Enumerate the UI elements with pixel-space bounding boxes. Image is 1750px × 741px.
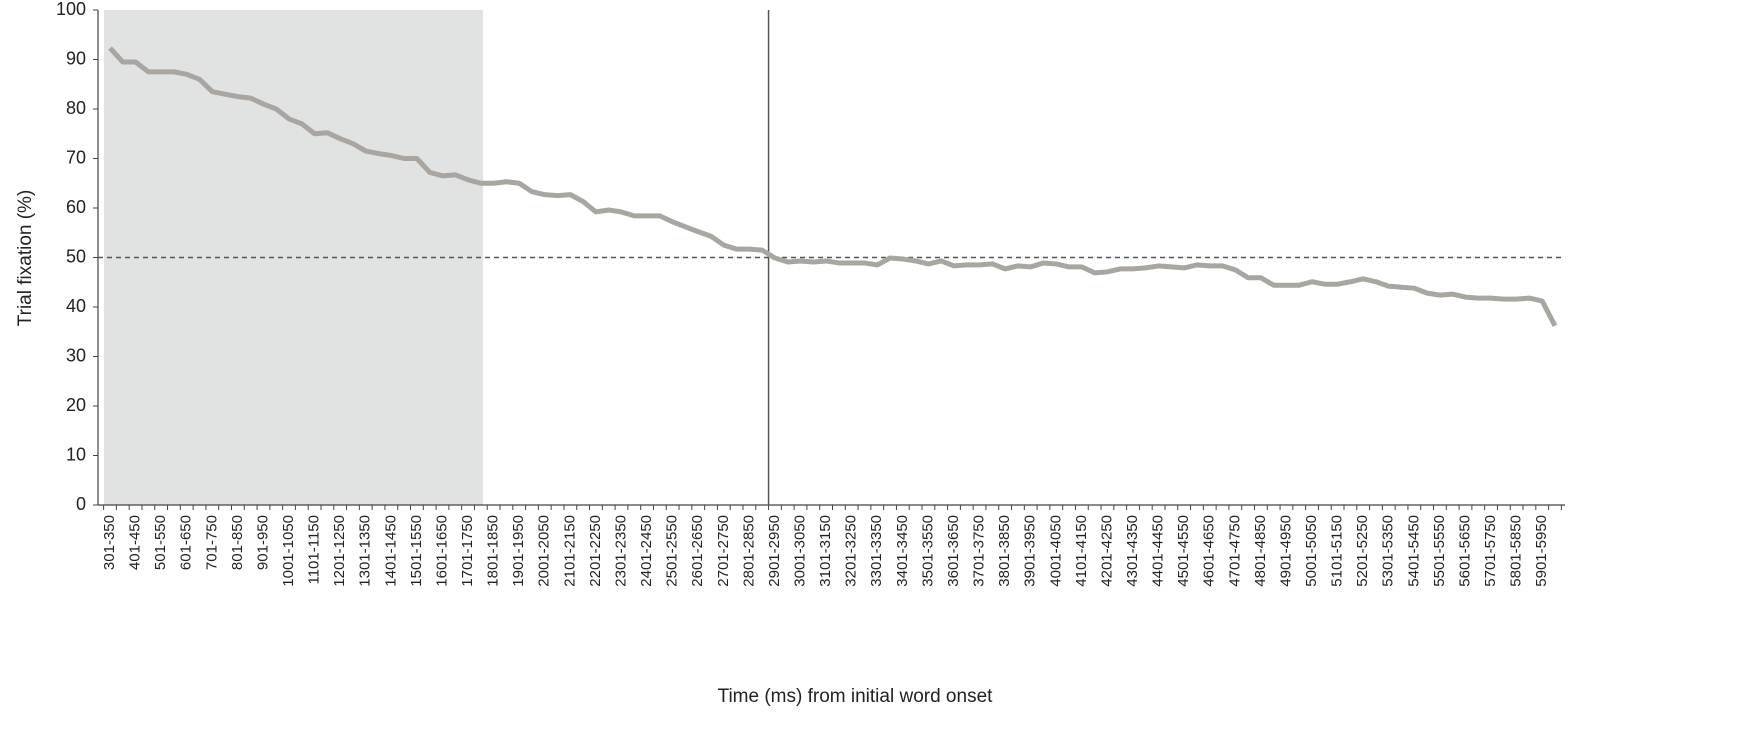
y-tick-label: 100	[56, 0, 86, 19]
x-tick-label: 4501-4550	[1175, 515, 1192, 587]
y-tick-label: 80	[66, 98, 86, 118]
y-tick-label: 60	[66, 197, 86, 217]
x-axis-title: Time (ms) from initial word onset	[718, 686, 994, 707]
x-tick-label: 1601-1650	[433, 515, 450, 587]
x-tick-label: 5601-5650	[1456, 515, 1473, 587]
x-tick-label: 801-850	[229, 515, 246, 570]
x-tick-label: 2701-2750	[715, 515, 732, 587]
x-tick-label: 5001-5050	[1303, 515, 1320, 587]
x-tick-label: 901-950	[254, 515, 271, 570]
x-tick-label: 3901-3950	[1022, 515, 1039, 587]
x-tick-label: 1901-1950	[510, 515, 527, 587]
x-tick-label: 2201-2250	[587, 515, 604, 587]
x-tick-label: 3501-3550	[919, 515, 936, 587]
x-tick-label: 501-550	[152, 515, 169, 570]
x-tick-label: 5901-5950	[1533, 515, 1550, 587]
x-tick-label: 1201-1250	[331, 515, 348, 587]
y-tick-label: 40	[66, 296, 86, 316]
x-tick-label: 2801-2850	[740, 515, 757, 587]
x-tick-label: 2101-2150	[561, 515, 578, 587]
x-tick-label: 1401-1450	[382, 515, 399, 587]
x-tick-label: 1501-1550	[408, 515, 425, 587]
x-tick-label: 5701-5750	[1482, 515, 1499, 587]
data-line	[108, 46, 1558, 327]
x-tick-label: 601-650	[178, 515, 195, 570]
x-tick-label: 5301-5350	[1380, 515, 1397, 587]
x-tick-label: 2001-2050	[536, 515, 553, 587]
x-tick-label: 4101-4150	[1073, 515, 1090, 587]
x-tick-label: 1301-1350	[357, 515, 374, 587]
x-tick-label: 3001-3050	[791, 515, 808, 587]
x-tick-label: 5401-5450	[1405, 515, 1422, 587]
x-tick-label: 4401-4450	[1150, 515, 1167, 587]
x-tick-label: 1101-1150	[306, 515, 323, 585]
x-tick-label: 4001-4050	[1047, 515, 1064, 587]
y-tick-label: 50	[66, 246, 86, 266]
x-tick-label: 4601-4650	[1201, 515, 1218, 587]
x-tick-label: 4201-4250	[1098, 515, 1115, 587]
x-tick-label: 2301-2350	[612, 515, 629, 587]
x-tick-label: 5201-5250	[1354, 515, 1371, 587]
x-tick-label: 2501-2550	[664, 515, 681, 587]
x-tick-label: 2601-2650	[689, 515, 706, 587]
x-tick-label: 4901-4950	[1277, 515, 1294, 587]
x-tick-label: 3401-3450	[894, 515, 911, 587]
y-tick-label: 90	[66, 48, 86, 68]
x-tick-label: 2901-2950	[766, 515, 783, 587]
x-tick-label: 2401-2450	[638, 515, 655, 587]
x-tick-label: 4701-4750	[1226, 515, 1243, 587]
x-tick-label: 4301-4350	[1124, 515, 1141, 587]
y-tick-label: 30	[66, 345, 86, 365]
y-axis-title: Trial fixation (%)	[15, 190, 36, 327]
x-tick-label: 1801-1850	[485, 515, 502, 587]
x-tick-label: 3701-3750	[971, 515, 988, 587]
x-tick-label: 701-750	[203, 515, 220, 570]
shaded-region	[104, 10, 483, 505]
x-tick-label: 5101-5150	[1329, 515, 1346, 587]
x-tick-label: 3201-3250	[843, 515, 860, 587]
x-tick-label: 3301-3350	[868, 515, 885, 587]
y-tick-label: 10	[66, 444, 86, 464]
x-tick-label: 5801-5850	[1508, 515, 1525, 587]
y-tick-label: 70	[66, 147, 86, 167]
x-tick-label: 3801-3850	[996, 515, 1013, 587]
x-tick-label: 401-450	[127, 515, 144, 570]
x-tick-label: 5501-5550	[1431, 515, 1448, 587]
x-tick-label: 1001-1050	[280, 515, 297, 587]
x-tick-label: 4801-4850	[1252, 515, 1269, 587]
x-tick-label: 301-350	[101, 515, 118, 570]
x-tick-label: 3101-3150	[817, 515, 834, 587]
x-tick-label: 3601-3650	[945, 515, 962, 587]
y-tick-label: 20	[66, 395, 86, 415]
x-tick-label: 1701-1750	[459, 515, 476, 587]
y-tick-label: 0	[76, 494, 86, 514]
